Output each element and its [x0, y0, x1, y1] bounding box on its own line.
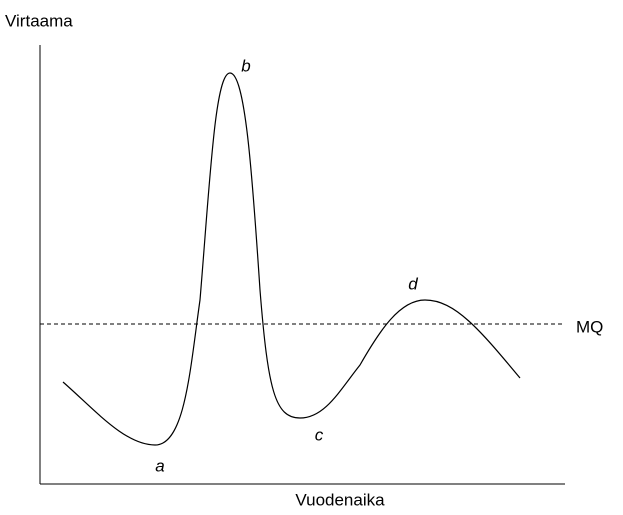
y-axis-label: Virtaama [5, 11, 73, 30]
hydrograph-curve [62, 72, 521, 446]
point-label: a [155, 456, 164, 475]
point-label: d [408, 274, 418, 293]
point-label: c [315, 425, 324, 444]
mean-flow-label: MQ [576, 317, 603, 336]
point-label: b [241, 56, 250, 75]
x-axis-label: Vuodenaika [295, 490, 385, 509]
